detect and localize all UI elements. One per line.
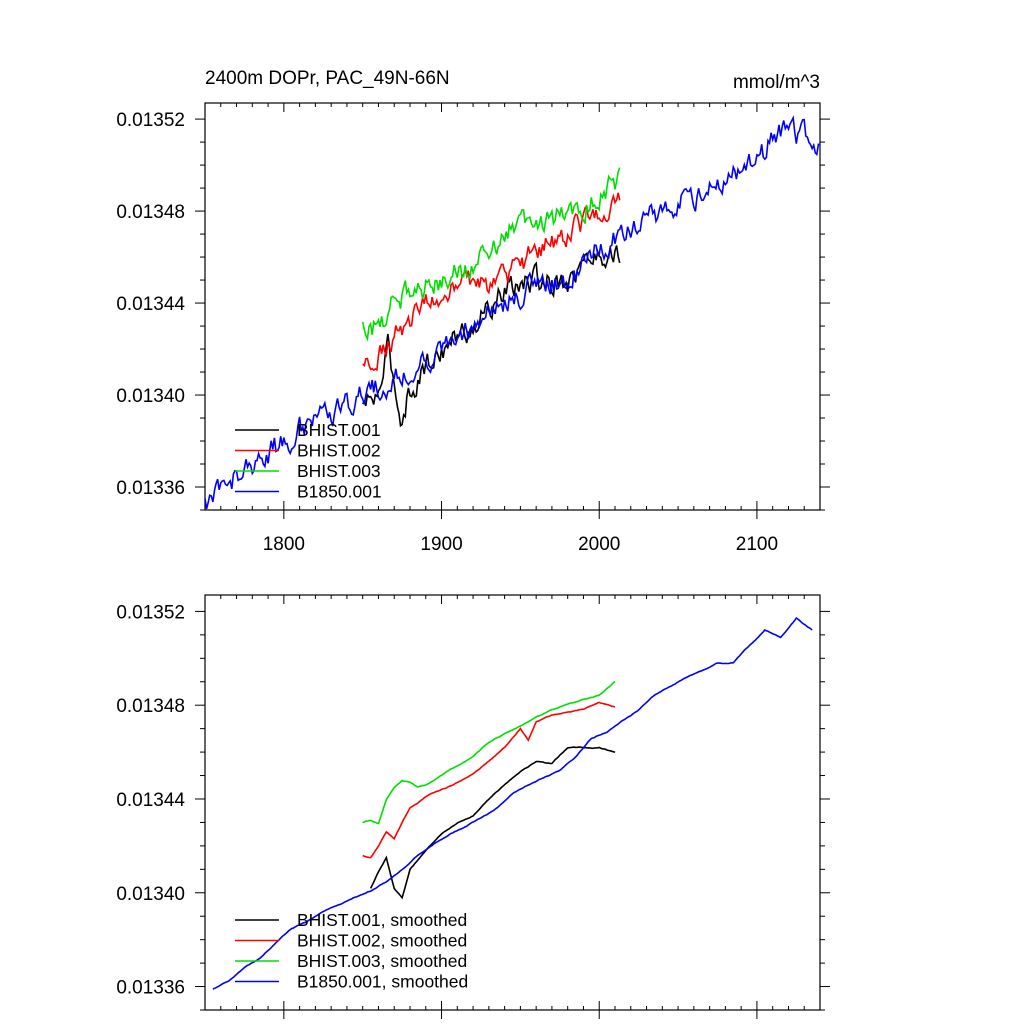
y-tick-label: 0.01352 (116, 110, 185, 131)
plot-frame (204, 102, 821, 511)
legend-label: BHIST.002, smoothed (297, 931, 467, 951)
x-tick-label: 2100 (736, 534, 778, 555)
series-line-bhist-003 (361, 167, 621, 342)
y-tick-label: 0.01348 (116, 202, 185, 223)
series-line-bhist-001-smoothed (369, 746, 616, 900)
bottom-panel: 0.01336 0.01340 0.01344 0.01348 0.01352 BHIST… (116, 594, 830, 1019)
legend-label: BHIST.003 (297, 461, 381, 481)
y-tick-label: 0.01344 (116, 790, 185, 811)
top-panel: 2400m DOPr, PAC_49N-66N mmol/m^3 1800 190… (116, 68, 830, 555)
x-tick-label: 2000 (578, 534, 620, 555)
y-tick-label: 0.01352 (116, 602, 185, 623)
y-tick-label: 0.01340 (116, 386, 185, 407)
y-tick-label: 0.01348 (116, 696, 185, 717)
chart-title: 2400m DOPr, PAC_49N-66N (205, 68, 450, 89)
legend-label: B1850.001 (297, 482, 382, 502)
legend-label: BHIST.002 (297, 441, 381, 461)
series-line-bhist-003-smoothed (362, 680, 616, 825)
y-tick-label: 0.01340 (116, 884, 185, 905)
legend-label: BHIST.001 (297, 420, 381, 440)
series-line-bhist-002 (362, 192, 621, 372)
legend-label: BHIST.001, smoothed (297, 910, 467, 930)
y-tick-label: 0.01336 (116, 478, 185, 499)
legend-label: B1850.001, smoothed (297, 972, 468, 992)
plot-frame (204, 594, 821, 1011)
series-line-b1850-001-smoothed (212, 617, 813, 990)
legend-label: BHIST.003, smoothed (297, 951, 467, 971)
y-tick-label: 0.01344 (116, 294, 185, 315)
series-line-b1850-001 (205, 115, 820, 510)
series-line-bhist-001 (362, 245, 621, 428)
series-line-bhist-002-smoothed (362, 701, 616, 859)
x-tick-label: 1800 (263, 534, 305, 555)
x-tick-label: 1900 (420, 534, 462, 555)
y-tick-label: 0.01336 (116, 978, 185, 999)
units-label: mmol/m^3 (733, 72, 820, 93)
